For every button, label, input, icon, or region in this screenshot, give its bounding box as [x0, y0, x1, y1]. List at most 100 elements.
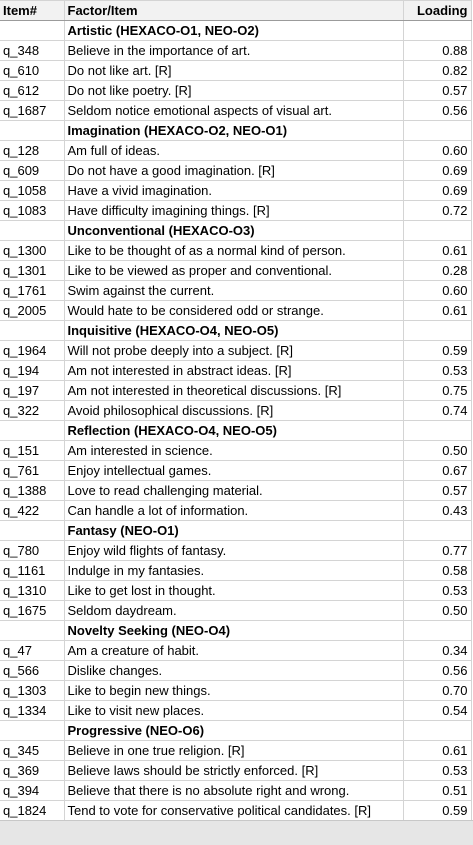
- loading-cell[interactable]: 0.28: [403, 260, 472, 281]
- loading-cell[interactable]: 0.77: [403, 540, 472, 561]
- item-id-cell[interactable]: q_1687: [0, 100, 65, 121]
- item-id-cell[interactable]: [0, 120, 65, 141]
- loading-cell[interactable]: 0.72: [403, 200, 472, 221]
- item-id-cell[interactable]: q_422: [0, 500, 65, 521]
- item-id-cell[interactable]: q_610: [0, 60, 65, 81]
- item-text-cell[interactable]: Do not have a good imagination. [R]: [64, 160, 404, 181]
- item-id-cell[interactable]: [0, 620, 65, 641]
- item-id-cell[interactable]: [0, 520, 65, 541]
- item-id-cell[interactable]: q_1083: [0, 200, 65, 221]
- factor-label-cell[interactable]: Imagination (HEXACO-O2, NEO-O1): [64, 120, 404, 141]
- loading-cell[interactable]: 0.53: [403, 580, 472, 601]
- item-id-cell[interactable]: [0, 220, 65, 241]
- item-id-cell[interactable]: q_1388: [0, 480, 65, 501]
- item-text-cell[interactable]: Am interested in science.: [64, 440, 404, 461]
- header-item[interactable]: Item#: [0, 0, 65, 21]
- item-text-cell[interactable]: Am a creature of habit.: [64, 640, 404, 661]
- loading-cell[interactable]: [403, 620, 472, 641]
- item-text-cell[interactable]: Like to get lost in thought.: [64, 580, 404, 601]
- loading-cell[interactable]: 0.61: [403, 240, 472, 261]
- item-text-cell[interactable]: Indulge in my fantasies.: [64, 560, 404, 581]
- item-text-cell[interactable]: Enjoy intellectual games.: [64, 460, 404, 481]
- loading-cell[interactable]: [403, 720, 472, 741]
- item-id-cell[interactable]: q_1761: [0, 280, 65, 301]
- factor-label-cell[interactable]: Fantasy (NEO-O1): [64, 520, 404, 541]
- header-factor-item[interactable]: Factor/Item: [64, 0, 404, 21]
- item-id-cell[interactable]: q_1303: [0, 680, 65, 701]
- loading-cell[interactable]: 0.59: [403, 800, 472, 821]
- item-id-cell[interactable]: q_761: [0, 460, 65, 481]
- loading-cell[interactable]: 0.56: [403, 660, 472, 681]
- item-text-cell[interactable]: Seldom daydream.: [64, 600, 404, 621]
- item-id-cell[interactable]: q_1310: [0, 580, 65, 601]
- item-text-cell[interactable]: Love to read challenging material.: [64, 480, 404, 501]
- item-text-cell[interactable]: Will not probe deeply into a subject. [R…: [64, 340, 404, 361]
- item-id-cell[interactable]: q_394: [0, 780, 65, 801]
- loading-cell[interactable]: 0.61: [403, 300, 472, 321]
- item-text-cell[interactable]: Like to visit new places.: [64, 700, 404, 721]
- item-id-cell[interactable]: q_194: [0, 360, 65, 381]
- loading-cell[interactable]: 0.53: [403, 360, 472, 381]
- loading-cell[interactable]: 0.58: [403, 560, 472, 581]
- loading-cell[interactable]: 0.57: [403, 480, 472, 501]
- factor-label-cell[interactable]: Novelty Seeking (NEO-O4): [64, 620, 404, 641]
- item-text-cell[interactable]: Believe in the importance of art.: [64, 40, 404, 61]
- loading-cell[interactable]: 0.75: [403, 380, 472, 401]
- item-id-cell[interactable]: q_1964: [0, 340, 65, 361]
- item-id-cell[interactable]: q_2005: [0, 300, 65, 321]
- loading-cell[interactable]: 0.53: [403, 760, 472, 781]
- item-text-cell[interactable]: Am full of ideas.: [64, 140, 404, 161]
- item-id-cell[interactable]: q_47: [0, 640, 65, 661]
- item-id-cell[interactable]: q_1334: [0, 700, 65, 721]
- item-id-cell[interactable]: q_780: [0, 540, 65, 561]
- loading-cell[interactable]: 0.88: [403, 40, 472, 61]
- item-id-cell[interactable]: q_1300: [0, 240, 65, 261]
- loading-cell[interactable]: [403, 220, 472, 241]
- item-text-cell[interactable]: Would hate to be considered odd or stran…: [64, 300, 404, 321]
- item-text-cell[interactable]: Do not like art. [R]: [64, 60, 404, 81]
- item-id-cell[interactable]: q_345: [0, 740, 65, 761]
- item-id-cell[interactable]: q_322: [0, 400, 65, 421]
- item-id-cell[interactable]: q_369: [0, 760, 65, 781]
- item-text-cell[interactable]: Dislike changes.: [64, 660, 404, 681]
- loading-cell[interactable]: 0.67: [403, 460, 472, 481]
- loading-cell[interactable]: [403, 120, 472, 141]
- loading-cell[interactable]: 0.59: [403, 340, 472, 361]
- item-id-cell[interactable]: q_128: [0, 140, 65, 161]
- loading-cell[interactable]: 0.43: [403, 500, 472, 521]
- factor-label-cell[interactable]: Inquisitive (HEXACO-O4, NEO-O5): [64, 320, 404, 341]
- factor-label-cell[interactable]: Progressive (NEO-O6): [64, 720, 404, 741]
- item-text-cell[interactable]: Have a vivid imagination.: [64, 180, 404, 201]
- item-id-cell[interactable]: q_1675: [0, 600, 65, 621]
- loading-cell[interactable]: 0.70: [403, 680, 472, 701]
- item-text-cell[interactable]: Like to be viewed as proper and conventi…: [64, 260, 404, 281]
- header-loading[interactable]: Loading: [403, 0, 472, 21]
- loading-cell[interactable]: 0.82: [403, 60, 472, 81]
- item-text-cell[interactable]: Believe in one true religion. [R]: [64, 740, 404, 761]
- item-text-cell[interactable]: Seldom notice emotional aspects of visua…: [64, 100, 404, 121]
- item-text-cell[interactable]: Can handle a lot of information.: [64, 500, 404, 521]
- item-text-cell[interactable]: Like to begin new things.: [64, 680, 404, 701]
- loading-cell[interactable]: 0.61: [403, 740, 472, 761]
- loading-cell[interactable]: 0.50: [403, 600, 472, 621]
- item-text-cell[interactable]: Swim against the current.: [64, 280, 404, 301]
- item-text-cell[interactable]: Avoid philosophical discussions. [R]: [64, 400, 404, 421]
- loading-cell[interactable]: 0.51: [403, 780, 472, 801]
- item-id-cell[interactable]: q_1058: [0, 180, 65, 201]
- item-id-cell[interactable]: q_1161: [0, 560, 65, 581]
- item-text-cell[interactable]: Believe that there is no absolute right …: [64, 780, 404, 801]
- item-id-cell[interactable]: q_566: [0, 660, 65, 681]
- loading-cell[interactable]: [403, 320, 472, 341]
- factor-label-cell[interactable]: Reflection (HEXACO-O4, NEO-O5): [64, 420, 404, 441]
- item-text-cell[interactable]: Believe laws should be strictly enforced…: [64, 760, 404, 781]
- item-text-cell[interactable]: Like to be thought of as a normal kind o…: [64, 240, 404, 261]
- item-id-cell[interactable]: q_609: [0, 160, 65, 181]
- loading-cell[interactable]: 0.57: [403, 80, 472, 101]
- item-text-cell[interactable]: Have difficulty imagining things. [R]: [64, 200, 404, 221]
- item-id-cell[interactable]: q_151: [0, 440, 65, 461]
- loading-cell[interactable]: 0.60: [403, 140, 472, 161]
- loading-cell[interactable]: [403, 420, 472, 441]
- loading-cell[interactable]: [403, 20, 472, 41]
- item-text-cell[interactable]: Enjoy wild flights of fantasy.: [64, 540, 404, 561]
- loading-cell[interactable]: 0.54: [403, 700, 472, 721]
